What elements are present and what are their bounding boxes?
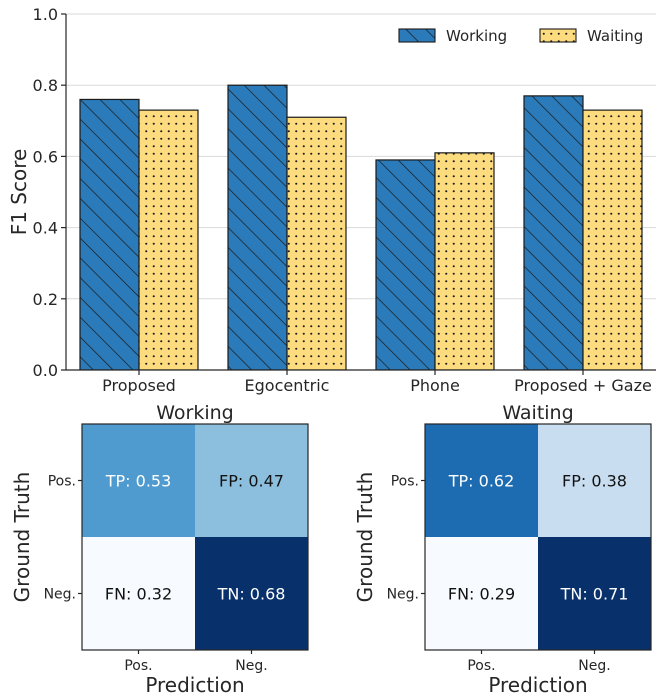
heatmap-x-axis-label: Prediction [488,673,587,696]
y-tick-label: 0.2 [33,290,58,309]
heatmap-cell-label: FP: 0.38 [562,472,627,491]
heatmap-frame [81,423,309,651]
heatmap-x-tick-label: Neg. [235,658,267,674]
legend-swatch-working [398,28,436,43]
heatmap-frame [424,423,652,651]
heatmap-x-axis-label: Prediction [145,673,244,696]
y-tick-label: 0.0 [33,361,58,380]
heatmap-x-tick-label: Neg. [578,658,610,674]
heatmap-cell [538,537,651,650]
y-tick-label: 0.8 [33,76,58,95]
heatmap-working: TP: 0.53 FP: 0.47 FN: 0.32 TN: 0.68 Working P… [10,402,309,696]
heatmap-title: Waiting [502,402,573,424]
heatmap-y-tick-label: Neg. [387,587,419,603]
heatmap-cell [425,537,538,650]
heatmap-x-tick-label: Pos. [124,658,152,674]
heatmap-cell-label: TN: 0.71 [560,585,629,604]
bar-working-3 [523,95,584,370]
y-tick-label: 0.6 [33,147,58,166]
heatmap-cell [425,424,538,537]
bar-legend: Working Waiting [398,27,643,45]
heatmap-y-axis-label: Ground Truth [353,472,377,603]
legend-label-waiting: Waiting [587,27,643,45]
heatmap-waiting: TP: 0.62 FP: 0.38 FN: 0.29 TN: 0.71 Waiting P… [353,402,652,696]
bar-working-0 [79,98,140,370]
bar-x-ticks: Proposed Egocentric Phone Proposed + Gaze [102,370,652,395]
heatmap-cell [195,537,308,650]
x-tick-label: Proposed [102,376,176,395]
heatmap-x-tick-label: Pos. [467,658,495,674]
y-tick-label: 1.0 [33,5,58,24]
heatmap-y-tick-label: Pos. [48,474,76,490]
heatmap-y-axis-label: Ground Truth [10,472,34,603]
legend-swatch-waiting [539,28,577,43]
bar-working-1 [227,84,288,370]
heatmap-cell-label: FN: 0.32 [105,585,172,604]
x-tick-label: Phone [410,376,460,395]
heatmap-cell [82,424,195,537]
bar-waiting-0 [138,109,199,370]
legend-label-working: Working [446,27,507,45]
heatmap-cell-label: TP: 0.62 [448,472,515,491]
heatmap-y-tick-label: Pos. [391,474,419,490]
bar-waiting-2 [434,152,495,370]
heatmap-cell-label: FN: 0.29 [448,585,515,604]
bar-waiting-1 [286,116,347,370]
heatmap-cell-label: TN: 0.68 [217,585,286,604]
heatmap-cell [82,537,195,650]
bar-chart: 0.0 0.2 0.4 0.6 0.8 1.0 Proposed Egocentric Pho… [7,5,656,395]
heatmap-y-tick-label: Neg. [44,587,76,603]
x-tick-label: Egocentric [245,376,330,395]
heatmap-cell-label: FP: 0.47 [219,472,284,491]
bar-y-axis-label: F1 Score [7,149,31,236]
x-tick-label: Proposed + Gaze [514,376,652,395]
heatmap-title: Working [156,402,234,424]
bar-waiting-3 [582,109,643,370]
bar-y-ticks: 0.0 0.2 0.4 0.6 0.8 1.0 [33,5,66,380]
bar-working-2 [375,159,436,370]
heatmap-cell [195,424,308,537]
bar-bars [79,84,643,370]
heatmap-cell-label: TP: 0.53 [105,472,172,491]
y-tick-label: 0.4 [33,219,58,238]
heatmap-cell [538,424,651,537]
